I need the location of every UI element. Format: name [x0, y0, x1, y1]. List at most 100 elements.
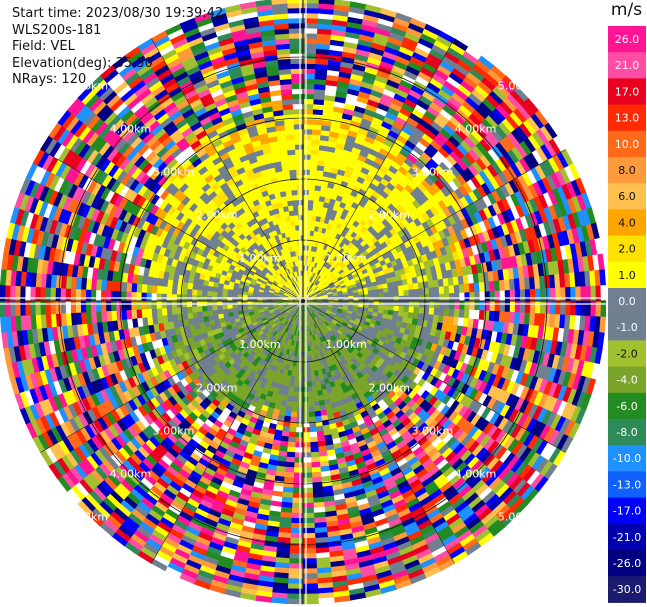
- radar-gate: [538, 460, 554, 478]
- radar-gate: [306, 293, 311, 298]
- radar-gate: [302, 301, 303, 307]
- radar-gate: [460, 155, 473, 169]
- radar-gate: [303, 139, 313, 145]
- radar-gate: [264, 311, 270, 316]
- radar-gate: [480, 470, 495, 485]
- radar-gate: [406, 117, 420, 128]
- radar-gate: [422, 62, 439, 75]
- radar-gate: [429, 101, 444, 114]
- radar-gate: [315, 338, 320, 345]
- radar-gate: [581, 376, 592, 395]
- radar-gate: [286, 578, 303, 585]
- radar-gate: [490, 161, 504, 176]
- radar-gate: [353, 540, 369, 549]
- radar-gate: [326, 146, 337, 153]
- radar-gate: [479, 154, 493, 169]
- radar-gate: [283, 326, 288, 332]
- radar-gate: [283, 313, 288, 319]
- radar-gate: [453, 501, 469, 515]
- radar-gate: [371, 454, 384, 464]
- radar-gate: [585, 378, 597, 397]
- radar-gate: [303, 103, 315, 110]
- radar-gate: [63, 418, 76, 435]
- radar-gate: [478, 450, 492, 465]
- radar-gate: [589, 346, 598, 365]
- radar-gate: [322, 281, 328, 287]
- radar-gate: [491, 145, 505, 160]
- radar-gate: [198, 498, 213, 509]
- radar-gate: [161, 511, 177, 525]
- radar-gate: [275, 327, 281, 333]
- radar-gate: [273, 475, 285, 483]
- radar-gate: [309, 289, 315, 294]
- radar-gate: [303, 301, 304, 307]
- radar-gate: [551, 232, 561, 249]
- radar-gate: [319, 285, 325, 291]
- radar-gate: [289, 312, 294, 317]
- radar-gate: [307, 301, 314, 304]
- radar-gate: [323, 377, 330, 385]
- radar-gate: [361, 579, 379, 589]
- radar-gate: [320, 310, 326, 314]
- radar-gate: [163, 421, 175, 434]
- radar-gate: [286, 573, 303, 580]
- radar-gate: [319, 287, 326, 291]
- radar-gate: [36, 432, 50, 451]
- radar-gate: [56, 391, 68, 408]
- radar-gate: [288, 304, 294, 308]
- radar-gate: [320, 279, 326, 285]
- radar-gate: [325, 350, 331, 357]
- radar-gate: [350, 530, 366, 539]
- radar-gate: [531, 131, 546, 149]
- radar-gate: [180, 431, 192, 443]
- radar-gate: [448, 424, 461, 438]
- radar-gate: [384, 423, 396, 434]
- radar-gate: [579, 271, 586, 289]
- radar-gate: [454, 88, 470, 102]
- radar-gate: [403, 70, 420, 82]
- radar-gate: [300, 336, 303, 342]
- radar-gate: [304, 285, 306, 291]
- radar-gate: [433, 412, 445, 424]
- radar-gate: [227, 462, 240, 472]
- radar-gate: [343, 496, 357, 505]
- radar-gate: [314, 190, 322, 197]
- radar-gate: [312, 210, 318, 217]
- radar-gate: [461, 512, 478, 527]
- radar-gate: [464, 226, 474, 239]
- radar-gate: [487, 148, 501, 163]
- radar-gate: [273, 403, 281, 411]
- radar-gate: [459, 419, 471, 433]
- radar-gate: [438, 146, 451, 159]
- radar-gate: [402, 470, 416, 482]
- radar-gate: [97, 461, 112, 477]
- radar-gate: [543, 159, 557, 177]
- radar-gate: [153, 500, 169, 514]
- radar-gate: [260, 325, 267, 331]
- radar-gate: [236, 443, 247, 453]
- radar-gate: [361, 521, 377, 531]
- radar-gate: [424, 57, 441, 70]
- radar-gate: [439, 128, 453, 141]
- radar-gate: [427, 541, 445, 555]
- radar-gate: [293, 452, 303, 458]
- radar-gate: [281, 486, 294, 493]
- radar-gate: [315, 322, 320, 328]
- radar-gate: [475, 59, 493, 75]
- radar-gate: [266, 427, 276, 435]
- radar-gate: [468, 148, 481, 163]
- radar-gate: [506, 438, 520, 454]
- radar-gate: [346, 262, 353, 269]
- radar-gate: [476, 185, 488, 199]
- radar-gate: [312, 294, 318, 298]
- radar-gate: [248, 416, 258, 424]
- radar-gate: [306, 304, 311, 309]
- radar-gate: [325, 320, 331, 326]
- radar-gate: [418, 346, 426, 356]
- radar-gate: [275, 465, 286, 473]
- radar-gate: [457, 405, 469, 418]
- radar-gate: [338, 301, 344, 304]
- radar-gate: [501, 197, 512, 212]
- radar-gate: [94, 431, 107, 447]
- radar-gate: [328, 265, 334, 272]
